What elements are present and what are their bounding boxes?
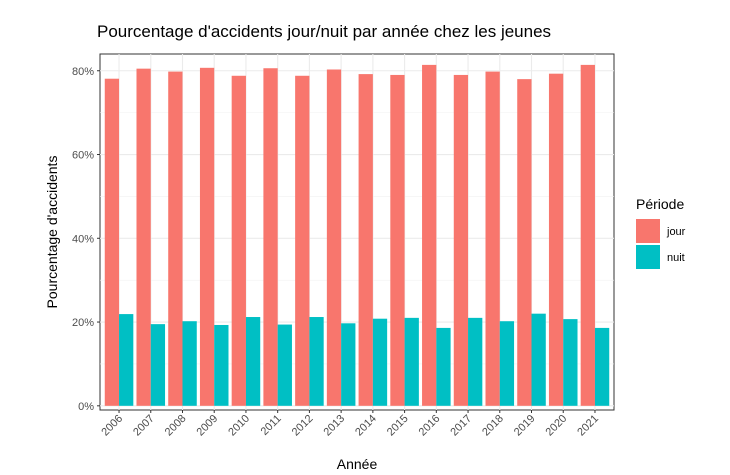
x-tick-label: 2012 bbox=[290, 413, 316, 439]
x-tick-label: 2016 bbox=[417, 413, 443, 439]
x-tick-label: 2011 bbox=[259, 413, 284, 438]
x-tick-label: 2010 bbox=[226, 413, 252, 439]
x-tick-label: 2019 bbox=[512, 413, 538, 439]
y-tick-label: 40% bbox=[72, 233, 94, 245]
x-tick-label: 2014 bbox=[353, 413, 379, 439]
x-tick-label: 2007 bbox=[131, 413, 157, 439]
bar-jour-2014 bbox=[358, 74, 373, 406]
bar-nuit-2018 bbox=[499, 321, 515, 406]
y-axis: 0% 20% 40% 60% 80% bbox=[72, 66, 100, 413]
bar-jour-2012 bbox=[295, 75, 310, 406]
legend: Période jour nuit bbox=[636, 196, 686, 269]
bar-jour-2009 bbox=[199, 67, 215, 406]
y-tick-label: 60% bbox=[72, 150, 94, 162]
bar-nuit-2013 bbox=[341, 323, 356, 406]
bar-jour-2017 bbox=[453, 74, 469, 406]
bar-nuit-2020 bbox=[563, 319, 578, 406]
bar-jour-2007 bbox=[136, 68, 151, 406]
legend-label-nuit: nuit bbox=[667, 252, 685, 264]
bar-jour-2018 bbox=[485, 71, 500, 406]
bar-nuit-2007 bbox=[150, 324, 166, 406]
bar-nuit-2021 bbox=[594, 327, 610, 406]
bar-nuit-2019 bbox=[531, 313, 546, 406]
x-tick-label: 2020 bbox=[544, 413, 570, 439]
bar-jour-2008 bbox=[168, 71, 183, 406]
y-tick-label: 80% bbox=[72, 66, 94, 78]
x-axis-title: Année bbox=[337, 456, 378, 472]
x-tick-label: 2006 bbox=[99, 413, 125, 439]
legend-label-jour: jour bbox=[666, 226, 686, 238]
bar-nuit-2014 bbox=[372, 318, 388, 406]
bar-jour-2020 bbox=[548, 73, 564, 406]
legend-key-jour bbox=[636, 219, 660, 243]
x-tick-label: 2009 bbox=[195, 413, 221, 439]
x-tick-label: 2017 bbox=[448, 413, 474, 439]
bar-nuit-2006 bbox=[119, 314, 134, 406]
bar-nuit-2012 bbox=[309, 317, 324, 406]
bar-nuit-2011 bbox=[277, 324, 292, 406]
bars bbox=[104, 64, 610, 406]
bar-jour-2016 bbox=[422, 64, 437, 406]
x-tick-label: 2008 bbox=[163, 413, 189, 439]
bar-nuit-2010 bbox=[245, 317, 261, 406]
x-tick-label: 2021 bbox=[575, 413, 601, 439]
bar-nuit-2015 bbox=[404, 317, 419, 406]
legend-key-nuit bbox=[636, 245, 660, 269]
bar-jour-2006 bbox=[104, 78, 120, 406]
y-tick-label: 20% bbox=[72, 317, 94, 329]
chart-title: Pourcentage d'accidents jour/nuit par an… bbox=[97, 22, 551, 41]
bar-jour-2021 bbox=[580, 64, 595, 406]
legend-title: Période bbox=[636, 196, 684, 212]
bar-nuit-2009 bbox=[214, 324, 229, 406]
bar-jour-2019 bbox=[517, 79, 532, 406]
bar-nuit-2016 bbox=[436, 327, 451, 406]
x-tick-label: 2018 bbox=[480, 413, 506, 439]
bar-jour-2010 bbox=[231, 75, 246, 406]
bar-jour-2015 bbox=[390, 74, 405, 406]
x-tick-label: 2015 bbox=[385, 413, 411, 439]
x-tick-label: 2013 bbox=[321, 413, 347, 439]
bar-nuit-2008 bbox=[182, 321, 197, 406]
bar-nuit-2017 bbox=[468, 317, 483, 406]
y-tick-label: 0% bbox=[78, 401, 94, 413]
x-axis: 2006 2007 2008 2009 2010 2011 2012 2013 2014 2015… bbox=[99, 410, 601, 438]
bar-jour-2013 bbox=[326, 69, 342, 406]
y-axis-title: Pourcentage d'accidents bbox=[44, 156, 60, 309]
bar-jour-2011 bbox=[263, 68, 278, 406]
